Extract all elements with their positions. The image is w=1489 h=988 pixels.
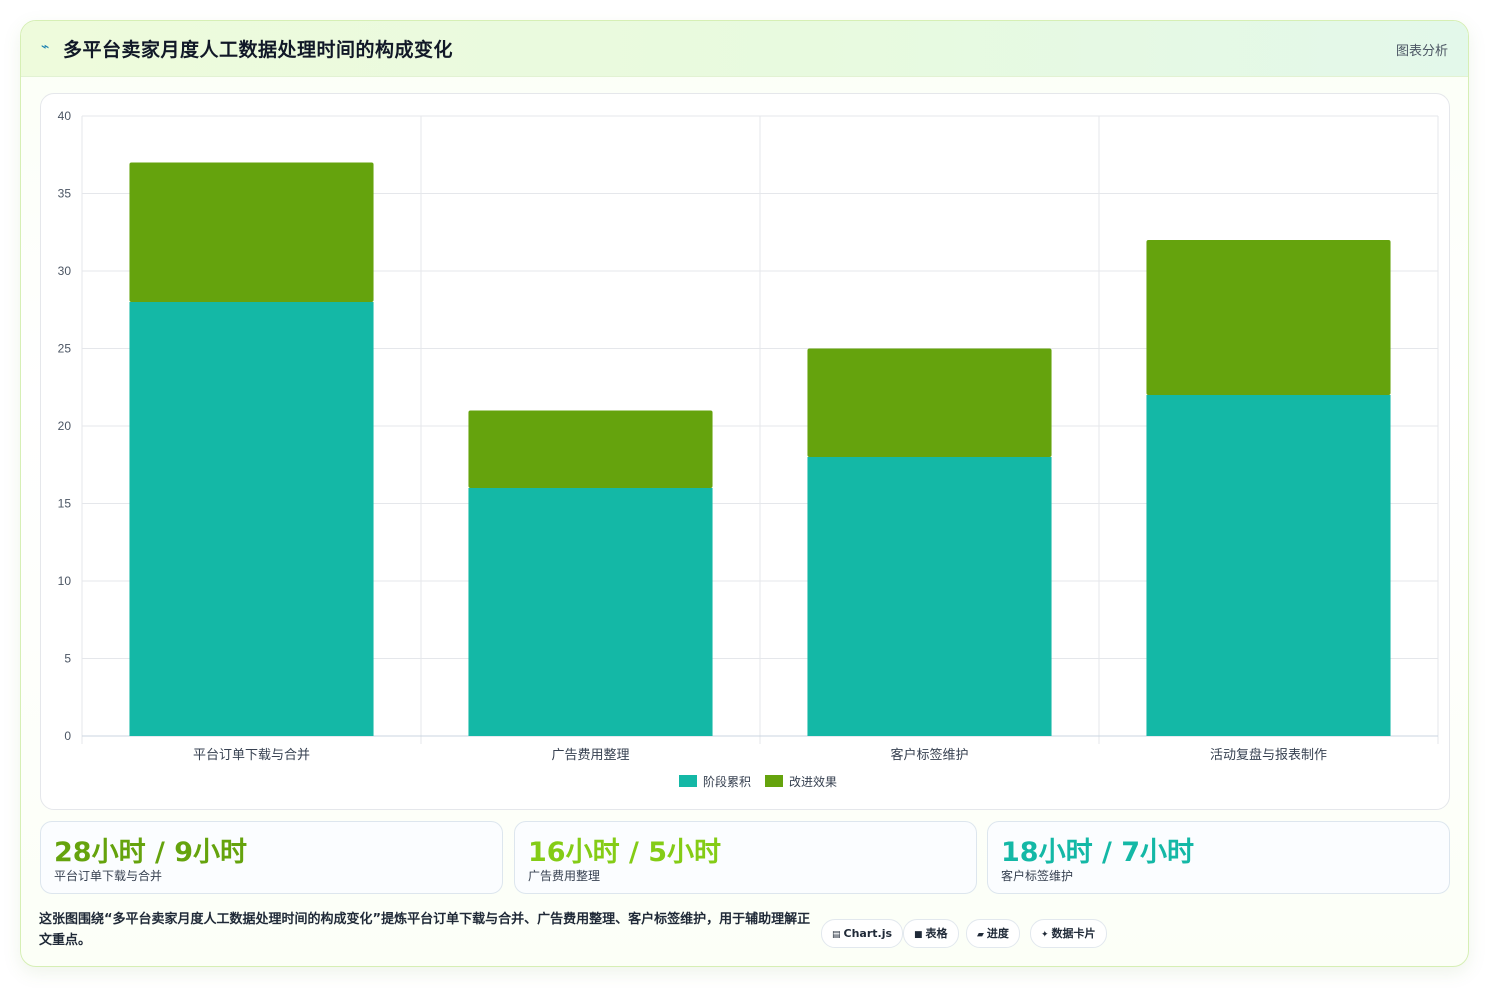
- pill-table[interactable]: ■ 表格: [903, 919, 959, 948]
- pill-label: 数据卡片: [1051, 927, 1096, 940]
- y-tick-label: 10: [58, 574, 72, 588]
- y-tick-label: 40: [58, 109, 72, 123]
- pill-data-card[interactable]: ✦ 数据卡片: [1030, 919, 1107, 948]
- stat-label: 平台订单下载与合并: [54, 869, 163, 883]
- pill-progress[interactable]: ▰ 进度: [966, 919, 1020, 948]
- legend-label: 阶段累积: [703, 774, 751, 789]
- x-tick-label: 客户标签维护: [890, 747, 968, 762]
- x-tick-label: 活动复盘与报表制作: [1210, 747, 1327, 762]
- stat-label: 客户标签维护: [1001, 869, 1074, 883]
- legend-label: 改进效果: [789, 774, 837, 789]
- pill-label: Chart.js: [843, 927, 893, 940]
- bar-accumulated: [807, 457, 1052, 736]
- stacked-bar-chart: 0 5 10 15 20 25 30 35 40 平台订单下载与合并 广告费用整理 客户标签维护 活动复…: [58, 109, 1439, 789]
- bar-improvement: [129, 162, 374, 302]
- stat-value: 28小时 / 9小时: [54, 837, 248, 868]
- chart-panel: 0 5 10 15 20 25 30 35 40 平台订单下载与合并 广告费用整理 客户标签维护 活动复…: [40, 93, 1450, 810]
- chart-card: ⌁ 多平台卖家月度人工数据处理时间的构成变化 图表分析 0 5 10 15 20 25 30…: [20, 20, 1469, 967]
- stat-card-1: 28小时 / 9小时 平台订单下载与合并: [40, 821, 503, 894]
- legend-swatch: [679, 775, 697, 787]
- y-tick-label: 5: [64, 652, 71, 666]
- card-header: ⌁ 多平台卖家月度人工数据处理时间的构成变化 图表分析: [21, 21, 1468, 77]
- pill-label: 进度: [986, 927, 1009, 940]
- pill-chartjs[interactable]: ▤ Chart.js: [821, 919, 904, 948]
- y-tick-label: 0: [64, 729, 71, 743]
- y-tick-label: 35: [58, 187, 72, 201]
- bar-improvement: [468, 410, 713, 488]
- bar-accumulated: [1146, 395, 1391, 736]
- stat-card-2: 16小时 / 5小时 广告费用整理: [514, 821, 977, 894]
- bar-improvement: [1146, 240, 1391, 395]
- stat-label: 广告费用整理: [528, 869, 601, 883]
- chart-analysis-tag: 图表分析: [1395, 44, 1448, 59]
- page-title: 多平台卖家月度人工数据处理时间的构成变化: [63, 39, 454, 61]
- x-tick-label: 广告费用整理: [551, 747, 629, 762]
- stat-value: 18小时 / 7小时: [1001, 837, 1195, 868]
- pulse-icon: ⌁: [41, 39, 50, 55]
- table-icon: ■: [914, 930, 923, 940]
- pill-label: 表格: [925, 927, 948, 940]
- x-tick-label: 平台订单下载与合并: [193, 747, 310, 762]
- y-tick-label: 20: [58, 419, 72, 433]
- stat-value: 16小时 / 5小时: [528, 837, 722, 868]
- chart-description: 这张图围绕“多平台卖家月度人工数据处理时间的构成变化”提炼平台订单下载与合并、广…: [39, 912, 811, 948]
- bar-improvement: [807, 348, 1052, 457]
- sparkle-icon: ✦: [1041, 930, 1049, 940]
- bar-accumulated: [468, 488, 713, 736]
- progress-icon: ▰: [977, 930, 984, 940]
- stat-card-3: 18小时 / 7小时 客户标签维护: [987, 821, 1450, 894]
- chart-icon: ▤: [832, 930, 841, 940]
- y-tick-label: 25: [58, 342, 72, 356]
- bar-accumulated: [129, 302, 374, 736]
- y-tick-label: 15: [58, 497, 72, 511]
- y-tick-label: 30: [58, 264, 72, 278]
- legend-swatch: [765, 775, 783, 787]
